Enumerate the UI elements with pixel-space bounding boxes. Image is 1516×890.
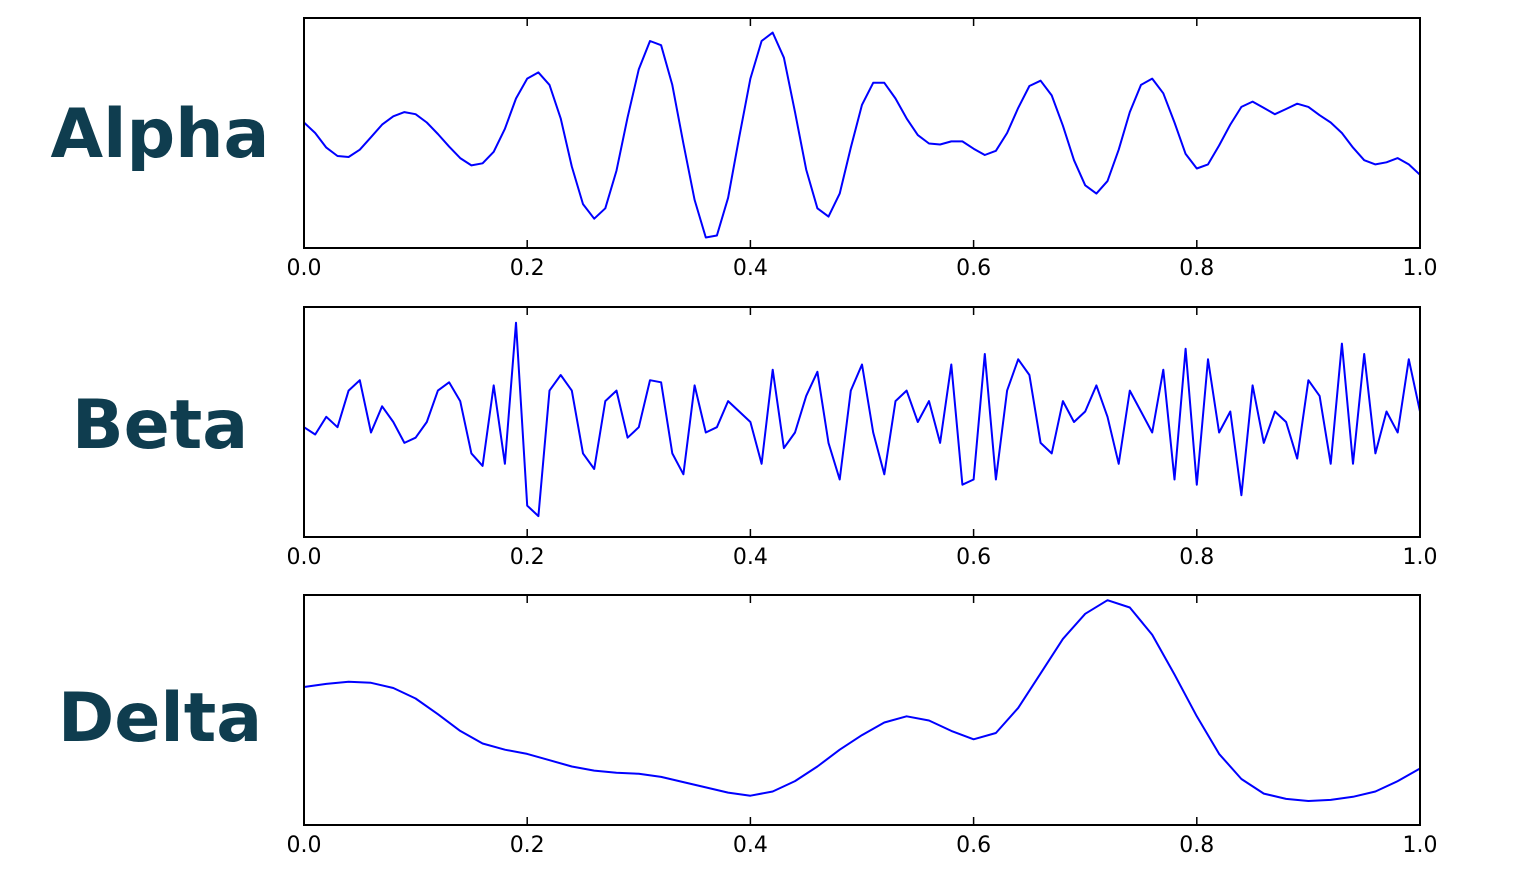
x-tick-label: 0.4 — [733, 256, 768, 281]
x-tick-label: 0.6 — [956, 545, 991, 570]
x-tick-label: 0.0 — [287, 833, 322, 858]
band-label: Alpha — [51, 95, 270, 174]
series-line — [303, 31, 1421, 239]
series-line — [303, 599, 1421, 802]
band-label: Delta — [58, 679, 262, 758]
x-tick-label: 0.6 — [956, 256, 991, 281]
x-tick-label: 1.0 — [1403, 833, 1438, 858]
x-tick-label: 0.0 — [287, 545, 322, 570]
plot-frame — [303, 306, 1421, 538]
x-tick-label: 0.6 — [956, 833, 991, 858]
x-tick-label: 0.8 — [1179, 545, 1214, 570]
x-tick-label: 0.2 — [510, 545, 545, 570]
x-tick-label: 1.0 — [1403, 545, 1438, 570]
x-tick-label: 0.4 — [733, 833, 768, 858]
x-tick-label: 0.8 — [1179, 833, 1214, 858]
plot-frame — [303, 17, 1421, 249]
series-line — [303, 321, 1421, 518]
chart-panel-beta: Beta 0.0 0.2 0.4 0.6 0.8 1.0 — [72, 306, 1438, 570]
x-tick-label: 1.0 — [1403, 256, 1438, 281]
x-tick-label: 0.0 — [287, 256, 322, 281]
x-tick-label: 0.8 — [1179, 256, 1214, 281]
band-label: Beta — [72, 386, 248, 465]
chart-panel-alpha: Alpha 0.0 0.2 0.4 0.6 0.8 1.0 — [51, 17, 1438, 281]
x-tick-label: 0.2 — [510, 833, 545, 858]
x-tick-label: 0.2 — [510, 256, 545, 281]
x-tick-label: 0.4 — [733, 545, 768, 570]
plot-frame — [303, 594, 1421, 826]
chart-panel-delta: Delta 0.0 0.2 0.4 0.6 0.8 1.0 — [58, 594, 1438, 858]
